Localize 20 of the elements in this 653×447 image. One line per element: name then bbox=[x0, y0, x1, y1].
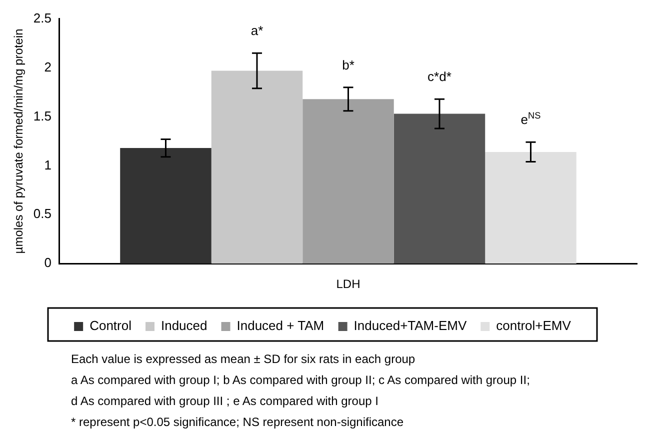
legend-label: Induced bbox=[160, 318, 208, 334]
text: d As compared with group III ; e As compared with group I bbox=[71, 393, 380, 410]
text: * represent p<0.05 significance; NS represent non-significance bbox=[71, 414, 405, 431]
y-axis-title: µmoles of pyruvate formed/min/mg protein bbox=[12, 28, 26, 254]
y-tick-label: 0 bbox=[44, 255, 52, 270]
y-tick-label: 2.5 bbox=[33, 10, 52, 26]
y-tick-label: 2 bbox=[44, 59, 52, 74]
text: Each value is expressed as mean ± SD for six rats in each group bbox=[71, 351, 416, 368]
legend-label: Induced+TAM-EMV bbox=[354, 318, 467, 334]
legend-label: Induced + TAM bbox=[236, 318, 324, 334]
y-tick-label: 1.5 bbox=[33, 108, 52, 124]
legend-label: Control bbox=[90, 318, 132, 334]
legend-label: control+EMV bbox=[496, 318, 572, 334]
data-label: c*d* bbox=[428, 69, 452, 84]
data-label: a* bbox=[250, 23, 264, 38]
y-tick-label: 1 bbox=[44, 157, 52, 172]
data-label: b* bbox=[342, 57, 354, 72]
y-tick-label: 0.5 bbox=[33, 206, 52, 222]
x-tick-label: LDH bbox=[336, 277, 360, 292]
text: a As compared with group I; b As compared with group II; c As compared with group II; bbox=[71, 372, 531, 389]
